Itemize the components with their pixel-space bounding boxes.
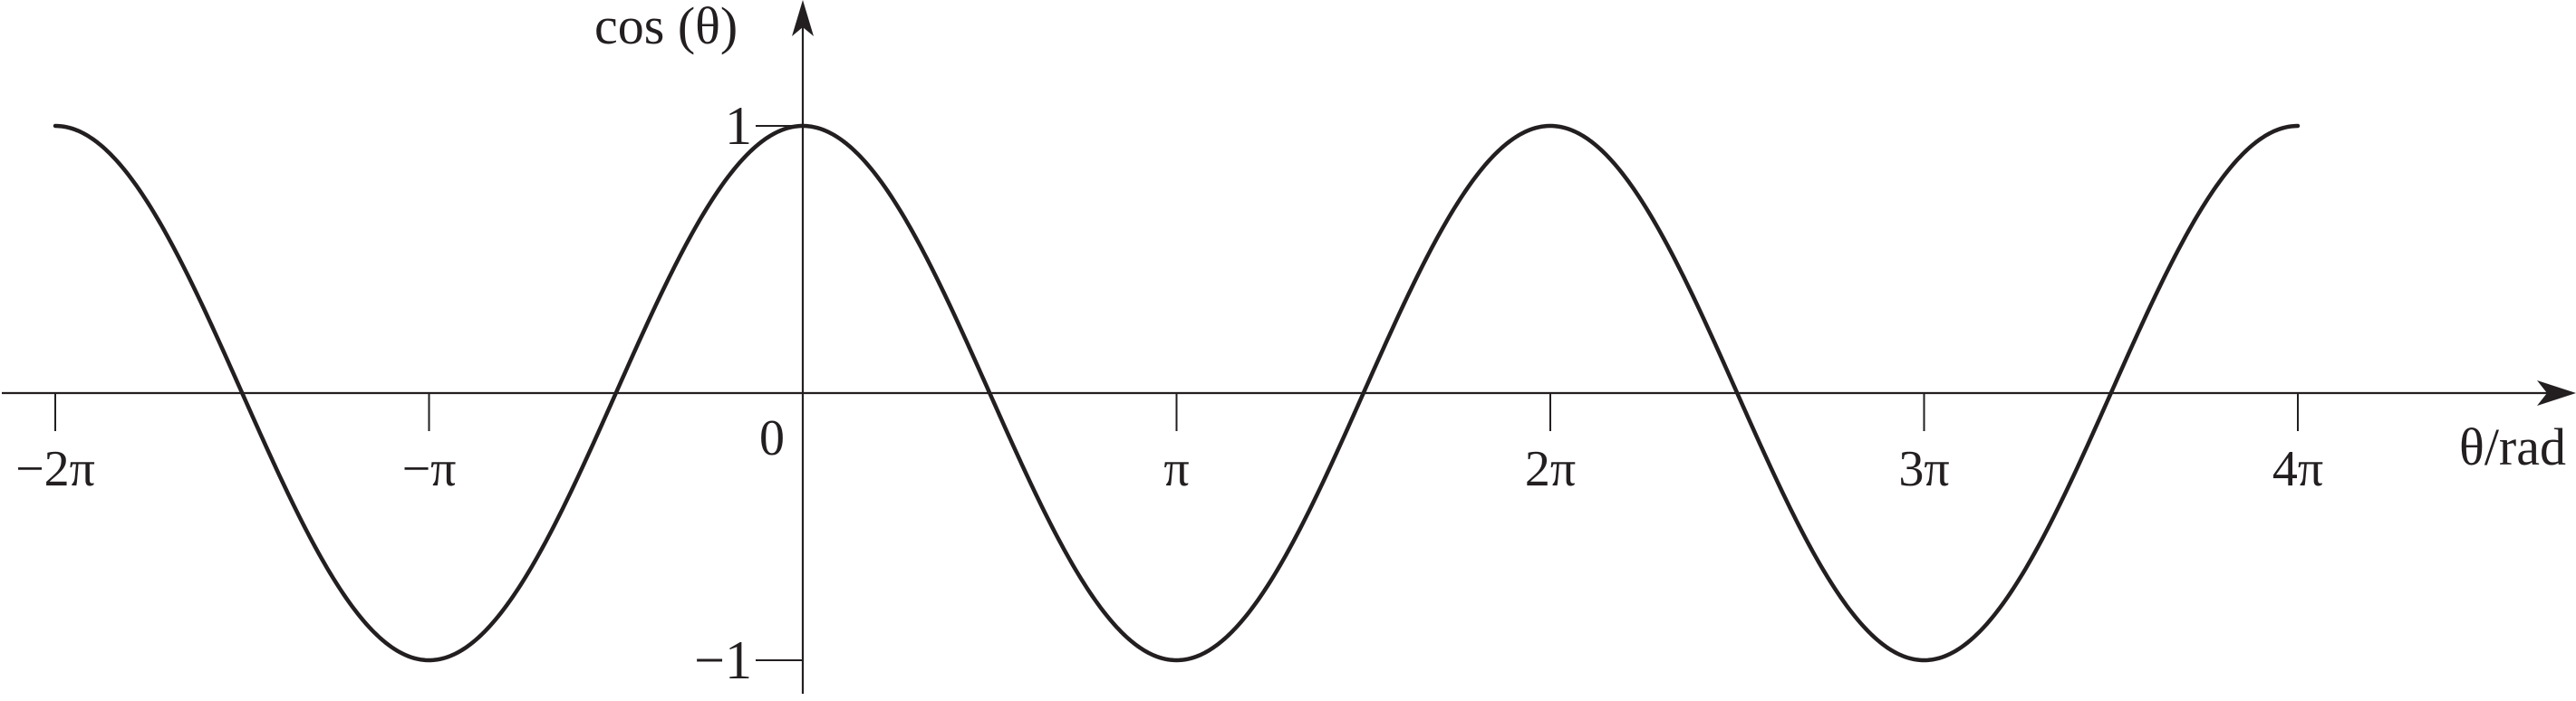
- x-ticks: −2π −π π 2π 3π 4π: [15, 393, 2323, 497]
- x-axis-arrow: [2537, 380, 2576, 406]
- y-axis-label: cos (θ): [594, 0, 738, 55]
- y-tick-label: 1: [725, 96, 752, 156]
- x-tick-label: π: [1163, 441, 1189, 497]
- x-tick-label: 3π: [1898, 441, 1949, 497]
- origin-label: 0: [759, 410, 785, 466]
- y-tick-label: −1: [694, 630, 752, 690]
- x-tick-label: 4π: [2272, 441, 2323, 497]
- cosine-curve: [53, 123, 2301, 663]
- y-axis-arrow: [792, 0, 814, 36]
- x-tick-label: −2π: [15, 441, 95, 497]
- y-ticks: 1 −1: [694, 96, 803, 690]
- x-tick-label: −π: [402, 441, 457, 497]
- x-tick-label: 2π: [1525, 441, 1576, 497]
- x-axis-label: θ/rad: [2459, 418, 2566, 476]
